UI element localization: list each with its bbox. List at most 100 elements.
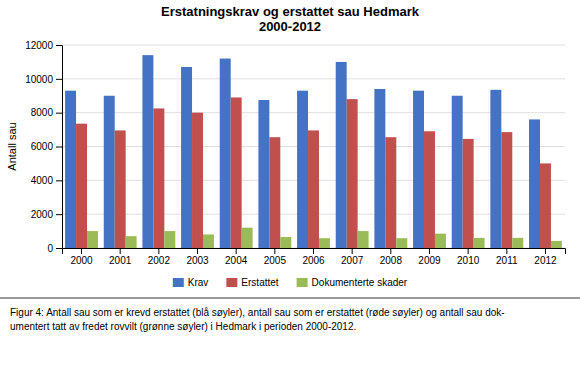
x-tick-mark bbox=[158, 248, 159, 254]
bar bbox=[181, 67, 192, 248]
x-tick: 2008 bbox=[380, 248, 403, 266]
x-tick: 2001 bbox=[109, 248, 132, 266]
bar bbox=[413, 91, 424, 248]
x-tick-mark bbox=[274, 248, 275, 254]
x-tick-label: 2000 bbox=[70, 255, 93, 266]
bar bbox=[308, 130, 319, 248]
y-tick-label: 0 bbox=[47, 243, 53, 254]
bar bbox=[452, 96, 463, 248]
bar bbox=[435, 234, 446, 248]
bar bbox=[242, 228, 253, 248]
bar bbox=[512, 238, 523, 248]
x-tick-label: 2002 bbox=[148, 255, 171, 266]
plot: 0200040006000800010000120002000200120022… bbox=[25, 40, 565, 266]
x-tick: 2011 bbox=[496, 248, 518, 266]
legend-swatch bbox=[226, 278, 237, 287]
y-tick-label: 6000 bbox=[31, 141, 54, 152]
legend-label: Erstattet bbox=[241, 277, 278, 288]
bar bbox=[501, 132, 512, 248]
bar bbox=[220, 59, 231, 248]
y-tick-label: 10000 bbox=[25, 74, 53, 85]
grid bbox=[62, 45, 565, 248]
legend-item: Krav bbox=[173, 277, 209, 288]
caption: Figur 4: Antall sau som er krevd erstatt… bbox=[10, 307, 505, 332]
chart: Erstatningskrav og erstattet sau Hedmark… bbox=[0, 0, 580, 386]
bar-series bbox=[65, 55, 540, 248]
bars bbox=[65, 55, 562, 248]
bar bbox=[474, 238, 485, 248]
separator bbox=[0, 298, 580, 299]
x-tick: 2009 bbox=[418, 248, 441, 266]
bar bbox=[297, 91, 308, 248]
bar bbox=[153, 108, 164, 248]
x-tick-mark bbox=[468, 248, 469, 254]
x-tick: 2005 bbox=[264, 248, 287, 266]
legend: Krav Erstattet Dokumenterte skader bbox=[173, 277, 408, 288]
y-axis-title: Antall sau bbox=[6, 122, 18, 170]
bar bbox=[396, 238, 407, 248]
y-tick-mark bbox=[56, 147, 62, 148]
bar bbox=[164, 231, 175, 248]
y-tick: 8000 bbox=[31, 107, 62, 118]
legend-swatch bbox=[297, 278, 308, 287]
x-tick: 2004 bbox=[225, 248, 248, 266]
bar bbox=[142, 55, 153, 248]
y-tick: 12000 bbox=[25, 40, 62, 51]
bar bbox=[87, 231, 98, 248]
x-tick-mark bbox=[545, 248, 546, 254]
bar bbox=[319, 238, 330, 248]
bar bbox=[529, 119, 540, 248]
x-tick: 2006 bbox=[302, 248, 325, 266]
x-tick: 2000 bbox=[70, 248, 93, 266]
bar bbox=[269, 137, 280, 248]
grid-line bbox=[62, 112, 565, 113]
x-tick-mark bbox=[429, 248, 430, 254]
bar bbox=[231, 97, 242, 248]
legend-item: Dokumenterte skader bbox=[297, 277, 408, 288]
grid-line bbox=[62, 45, 565, 46]
x-tick-label: 2009 bbox=[418, 255, 441, 266]
y-tick-label: 2000 bbox=[31, 209, 54, 220]
bar bbox=[192, 113, 203, 248]
bar-series bbox=[76, 97, 551, 248]
x-tick-mark bbox=[197, 248, 198, 254]
x-tick-label: 2007 bbox=[341, 255, 364, 266]
bar bbox=[540, 163, 551, 248]
y-tick-label: 12000 bbox=[25, 40, 53, 51]
bar bbox=[385, 137, 396, 248]
x-tick-label: 2012 bbox=[534, 255, 557, 266]
y-tick-label: 8000 bbox=[31, 107, 54, 118]
x-tick-label: 2003 bbox=[186, 255, 209, 266]
y-axis-line bbox=[56, 46, 63, 249]
legend-label: Krav bbox=[188, 277, 209, 288]
x-tick: 2007 bbox=[341, 248, 364, 266]
x-tick-label: 2005 bbox=[264, 255, 287, 266]
x-tick-label: 2006 bbox=[302, 255, 325, 266]
x-axis-line bbox=[63, 249, 566, 255]
x-tick-label: 2001 bbox=[109, 255, 132, 266]
x-tick: 2012 bbox=[534, 248, 557, 266]
grid-line bbox=[62, 78, 565, 79]
y-tick-label: 4000 bbox=[31, 175, 54, 186]
x-tick-mark bbox=[236, 248, 237, 254]
bar bbox=[490, 90, 501, 248]
x-tick-label: 2004 bbox=[225, 255, 248, 266]
y-tick-mark bbox=[56, 113, 62, 114]
bar bbox=[551, 241, 562, 248]
x-tick-label: 2010 bbox=[457, 255, 480, 266]
y-tick-mark bbox=[56, 79, 62, 80]
y-tick: 0 bbox=[47, 243, 62, 254]
y-tick-mark bbox=[56, 248, 62, 249]
bar bbox=[347, 99, 358, 248]
y-tick: 4000 bbox=[31, 175, 62, 186]
y-tick-mark bbox=[56, 214, 62, 215]
bar-series bbox=[87, 228, 562, 248]
x-axis: 2000 2001 2002 2003 2004 2005 2006 2007 2008 2009… bbox=[63, 248, 566, 266]
legend-swatch bbox=[173, 278, 184, 287]
x-tick-mark bbox=[506, 248, 507, 254]
y-axis: 0 2000 4000 6000 8000 10000 12000 bbox=[25, 40, 62, 254]
bar bbox=[203, 234, 214, 248]
x-tick-label: 2011 bbox=[496, 255, 518, 266]
bar bbox=[374, 89, 385, 248]
bar bbox=[65, 91, 76, 248]
